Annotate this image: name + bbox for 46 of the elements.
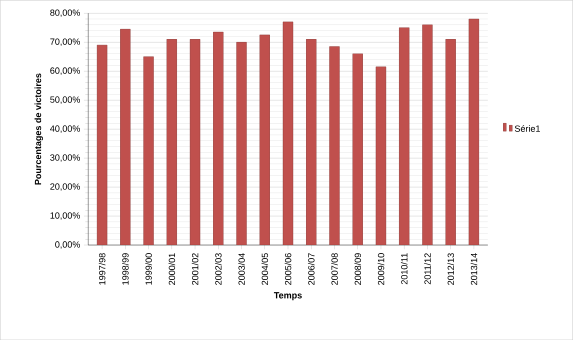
bar xyxy=(166,38,177,245)
x-tick-label: 2011/12 xyxy=(424,253,431,284)
bar xyxy=(236,42,247,245)
bar xyxy=(282,22,294,245)
x-tick-label: 2001/02 xyxy=(192,253,198,285)
bar xyxy=(143,56,154,245)
x-tick-label: 2005/06 xyxy=(284,253,292,285)
x-tick-label: 2007/08 xyxy=(331,253,338,285)
x-tick-label: 1997/98 xyxy=(98,253,106,285)
y-tick-label: 60,00% xyxy=(50,67,80,75)
x-tick-label: 2003/04 xyxy=(238,253,245,285)
x-axis-title: Temps xyxy=(274,292,302,300)
bar xyxy=(468,18,480,245)
bar xyxy=(120,28,131,245)
x-tick-label: 2000/01 xyxy=(168,253,176,285)
y-tick-label: 50,00% xyxy=(50,96,80,104)
y-axis-title: Pourcentages de victoires xyxy=(34,73,43,184)
x-tick-label: 2002/03 xyxy=(214,253,222,285)
y-tick-label: 0,00% xyxy=(55,241,80,249)
x-tick-label: 2013/14 xyxy=(470,253,478,285)
y-tick-label: 30,00% xyxy=(50,154,80,162)
y-tick-label: 40,00% xyxy=(50,125,80,133)
x-tick-label: 2010/11 xyxy=(400,253,408,284)
bar xyxy=(422,24,433,245)
bar xyxy=(329,46,340,245)
x-tick-label: 2008/09 xyxy=(354,253,362,285)
bar xyxy=(399,27,410,245)
bar xyxy=(445,38,456,245)
bar xyxy=(96,44,108,245)
x-tick-label: 1998/99 xyxy=(122,253,129,285)
bar xyxy=(376,66,386,245)
x-tick-label: 2009/10 xyxy=(378,253,384,285)
y-tick-label: 10,00% xyxy=(50,212,80,220)
bar xyxy=(352,53,363,245)
x-tick-label: 2006/07 xyxy=(308,253,315,285)
x-tick-label: 1999/00 xyxy=(145,253,152,285)
bar xyxy=(306,38,316,245)
y-tick-label: 20,00% xyxy=(50,183,80,191)
x-tick-label: 2012/13 xyxy=(447,253,454,285)
x-tick-label: 2004/05 xyxy=(261,253,268,285)
bar xyxy=(190,38,200,245)
bar xyxy=(213,32,224,245)
y-tick-label: 80,00% xyxy=(50,9,80,17)
legend-label: Série1 xyxy=(514,125,540,132)
bar xyxy=(260,34,270,245)
y-tick-label: 70,00% xyxy=(50,38,80,46)
